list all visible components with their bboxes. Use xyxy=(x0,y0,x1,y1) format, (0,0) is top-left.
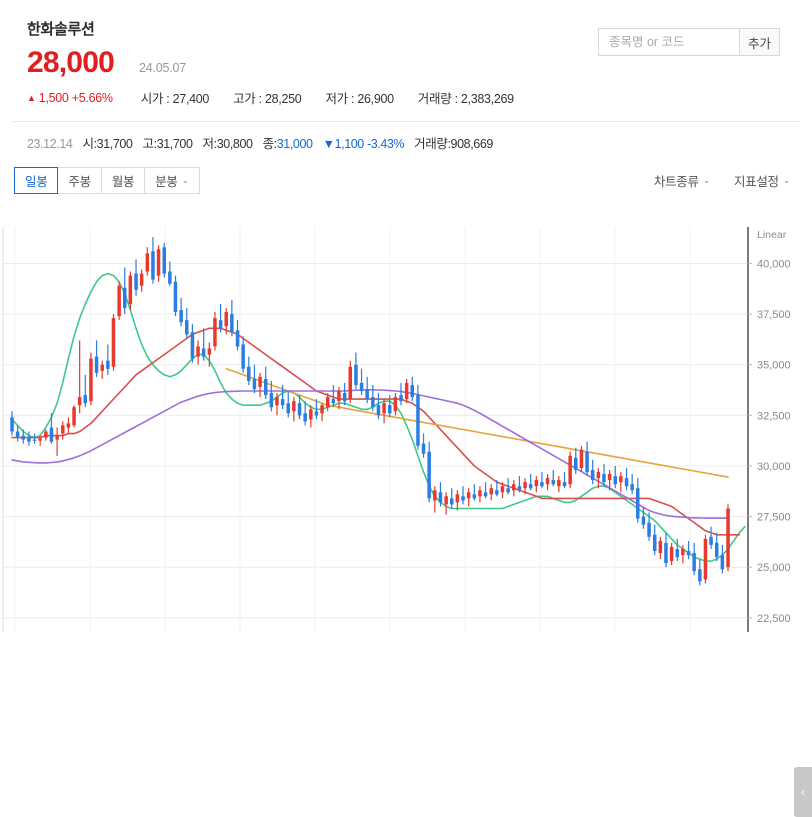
stock-name: 한화솔루션 xyxy=(27,21,95,38)
candlestick-chart[interactable]: Linear 40,000 37,500 35,000 32,500 30,000 27,5… xyxy=(0,222,812,817)
crosshair-change: ▼1,100 -3.43% xyxy=(323,137,405,151)
crosshair-low-label: 저 xyxy=(202,137,215,151)
stat-volume: 거래량 : 2,383,269 xyxy=(417,92,514,106)
tab-minute-label: 분봉 xyxy=(155,175,178,189)
period-tabs: 일봉 주봉 월봉 분봉 ⌄ xyxy=(14,167,200,194)
crosshair-volume-label: 거래량 xyxy=(414,137,448,151)
chart-options: 차트종류 ⌄ 지표설정 ⌄ xyxy=(630,171,790,190)
chevron-down-icon: ⌄ xyxy=(702,175,711,185)
indicator-settings-dropdown[interactable]: 지표설정 ⌄ xyxy=(734,171,790,190)
stat-high: 고가 : 28,250 xyxy=(233,92,302,106)
svg-text:32,500: 32,500 xyxy=(757,410,791,422)
chart-type-label: 차트종류 xyxy=(653,175,699,189)
down-triangle-icon: ▼ xyxy=(322,137,335,151)
stat-low: 저가 : 26,900 xyxy=(325,92,394,106)
tab-daily-label: 일봉 xyxy=(25,175,48,189)
summary-stats-row: ▲ 1,500 +5.66% 시가 : 27,400 고가 : 28,250 저… xyxy=(27,88,812,107)
up-triangle-icon: ▲ xyxy=(27,92,36,103)
tab-weekly[interactable]: 주봉 xyxy=(58,167,102,194)
header-divider xyxy=(12,121,800,122)
crosshair-high-value: 31,700 xyxy=(156,137,193,151)
price-row: 28,000 24.05.07 xyxy=(27,48,812,78)
svg-text:27,500: 27,500 xyxy=(757,512,791,524)
chevron-left-icon: ‹ xyxy=(801,785,805,799)
change-percent: +5.66% xyxy=(71,90,113,105)
crosshair-volume-value: 908,669 xyxy=(450,137,494,151)
tab-daily[interactable]: 일봉 xyxy=(14,167,59,194)
crosshair-ohlc-row: 23.12.14 시:31,700 고:31,700 저:30,800 종:31,000… xyxy=(27,137,494,151)
price-date: 24.05.07 xyxy=(138,61,187,75)
crosshair-open-value: 31,700 xyxy=(96,137,133,151)
crosshair-date: 23.12.14 xyxy=(27,137,73,151)
current-price: 28,000 xyxy=(27,46,115,79)
page-header: 한화솔루션 28,000 24.05.07 ▲ 1,500 +5.66% 시가 … xyxy=(0,0,812,107)
svg-text:37,500: 37,500 xyxy=(757,309,791,321)
svg-text:35,000: 35,000 xyxy=(757,360,791,372)
crosshair-close-value: 31,000 xyxy=(276,137,313,151)
search-input[interactable] xyxy=(599,29,739,55)
crosshair-low-value: 30,800 xyxy=(216,137,253,151)
tab-monthly[interactable]: 월봉 xyxy=(101,167,146,194)
chevron-down-icon: ⌄ xyxy=(782,175,791,185)
svg-text:22,500: 22,500 xyxy=(757,613,791,625)
svg-text:40,000: 40,000 xyxy=(757,258,791,270)
chart-svg[interactable]: Linear 40,000 37,500 35,000 32,500 30,000 27,5… xyxy=(0,222,812,632)
tab-minute[interactable]: 분봉 ⌄ xyxy=(145,167,200,194)
stock-search-box: 추가 xyxy=(598,28,780,56)
chart-toolbar: 일봉 주봉 월봉 분봉 ⌄ 차트종류 ⌄ 지표설정 ⌄ xyxy=(0,167,812,194)
crosshair-high-label: 고 xyxy=(142,137,155,151)
indicator-settings-label: 지표설정 xyxy=(733,175,779,189)
price-change: ▲ 1,500 +5.66% xyxy=(27,91,113,105)
svg-text:25,000: 25,000 xyxy=(757,562,791,574)
chevron-down-icon: ⌄ xyxy=(181,175,190,185)
chart-type-dropdown[interactable]: 차트종류 ⌄ xyxy=(654,171,710,190)
svg-text:30,000: 30,000 xyxy=(757,461,791,473)
crosshair-open-label: 시 xyxy=(82,137,94,151)
stat-open: 시가 : 27,400 xyxy=(140,92,210,106)
tab-weekly-label: 주봉 xyxy=(68,175,91,189)
crosshair-change-value: 1,100 xyxy=(334,137,365,151)
change-value: 1,500 xyxy=(38,90,69,105)
crosshair-close-label: 종 xyxy=(262,137,275,151)
panel-collapse-button[interactable]: ‹ xyxy=(794,767,812,817)
add-stock-button[interactable]: 추가 xyxy=(739,29,779,55)
tab-monthly-label: 월봉 xyxy=(111,175,135,189)
crosshair-change-percent: -3.43% xyxy=(366,137,405,151)
svg-text:Linear: Linear xyxy=(757,229,787,241)
